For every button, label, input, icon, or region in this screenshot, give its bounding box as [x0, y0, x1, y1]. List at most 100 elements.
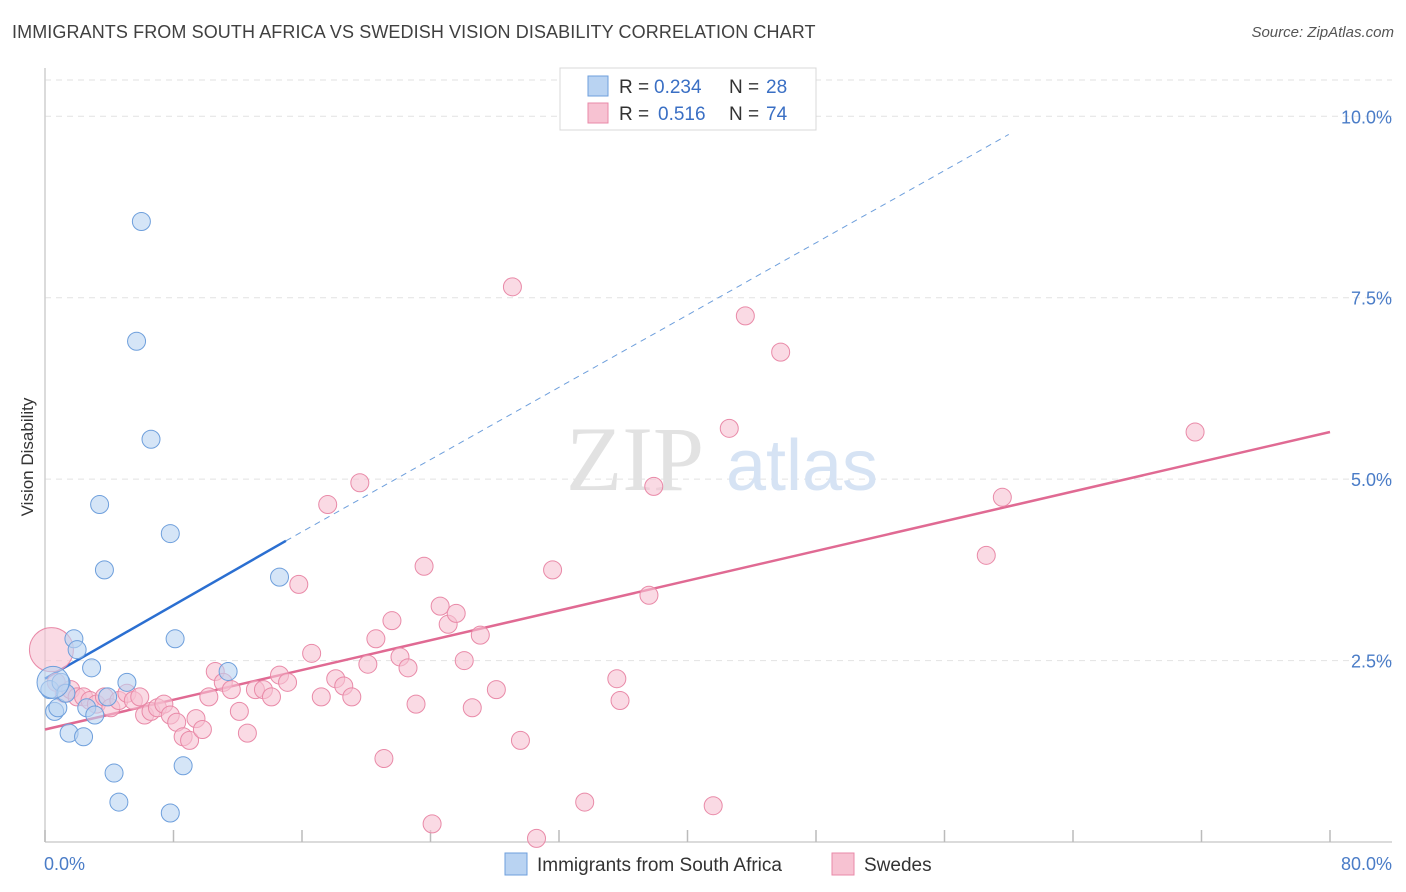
y-tick-label: 5.0% [1351, 470, 1392, 490]
point-swedes [199, 687, 219, 707]
legend-swatch-blue [587, 75, 609, 97]
point-swedes [610, 690, 630, 710]
legend-r-value-1: 0.234 [654, 77, 702, 98]
point-swedes [229, 701, 249, 721]
point-swedes [422, 814, 442, 834]
point-swedes [430, 596, 450, 616]
y-tick-label: 7.5% [1351, 289, 1392, 309]
y-tick-label: 10.0% [1341, 107, 1392, 127]
bottom-legend-swatch-blue [504, 852, 528, 876]
point-swedes [735, 306, 755, 326]
point-swedes [374, 749, 394, 769]
point-south-africa [160, 803, 180, 823]
y-tick-label: 2.5% [1351, 652, 1392, 672]
point-swedes [318, 495, 338, 515]
point-swedes [398, 658, 418, 678]
legend-swatch-pink [587, 102, 609, 124]
point-swedes [358, 654, 378, 674]
point-swedes [192, 720, 212, 740]
point-swedes [261, 687, 281, 707]
correlation-legend: R = 0.234 N = 28 R = 0.516 N = 74 [559, 67, 817, 131]
legend-n-value-2: 74 [766, 104, 788, 125]
legend-r-value-2: 0.516 [658, 104, 706, 125]
point-swedes [992, 487, 1012, 507]
point-swedes [644, 476, 664, 496]
point-south-africa [67, 640, 87, 660]
y-axis-title: Vision Disability [18, 397, 37, 516]
data-points [28, 212, 1205, 848]
trend-lines [44, 133, 1331, 731]
x-tick-label-min: 0.0% [44, 854, 85, 874]
trend-line-pink [44, 430, 1331, 731]
point-swedes [527, 828, 547, 848]
point-swedes [486, 680, 506, 700]
point-south-africa [98, 687, 118, 707]
point-swedes [342, 687, 362, 707]
point-swedes [446, 603, 466, 623]
watermark-atlas: atlas [726, 426, 878, 506]
point-south-africa [117, 672, 137, 692]
point-swedes [607, 669, 627, 689]
bottom-legend-label-blue: Immigrants from South Africa [537, 855, 782, 876]
watermark-zip: ZIP [566, 408, 704, 510]
point-south-africa [74, 727, 94, 747]
trend-line-blue [44, 539, 287, 680]
point-swedes [382, 611, 402, 631]
point-south-africa [165, 629, 185, 649]
source-label: Source: ZipAtlas.com [1251, 24, 1394, 41]
point-south-africa [36, 665, 70, 699]
point-swedes [454, 651, 474, 671]
point-south-africa [90, 495, 110, 515]
point-swedes [311, 687, 331, 707]
point-south-africa [270, 567, 290, 587]
point-swedes [543, 560, 563, 580]
legend-r-label-1: R = [619, 77, 649, 98]
point-swedes [289, 574, 309, 594]
chart-title: IMMIGRANTS FROM SOUTH AFRICA VS SWEDISH … [12, 22, 816, 42]
legend-r-label-2: R = [619, 104, 649, 125]
point-swedes [180, 730, 200, 750]
point-swedes [366, 629, 386, 649]
point-swedes [414, 556, 434, 576]
legend-n-label-1: N = [729, 77, 759, 98]
point-swedes [470, 625, 490, 645]
point-swedes [350, 473, 370, 493]
bottom-legend-swatch-pink [831, 852, 855, 876]
point-south-africa [218, 661, 238, 681]
watermark: ZIP atlas [566, 408, 878, 510]
legend-n-label-2: N = [729, 104, 759, 125]
point-swedes [462, 698, 482, 718]
point-south-africa [109, 792, 129, 812]
legend-n-value-1: 28 [766, 77, 787, 98]
point-swedes [221, 680, 241, 700]
point-south-africa [131, 212, 151, 232]
point-swedes [575, 792, 595, 812]
point-swedes [502, 277, 522, 297]
bottom-legend-label-pink: Swedes [864, 855, 932, 876]
point-south-africa [104, 763, 124, 783]
point-south-africa [127, 331, 147, 351]
point-swedes [406, 694, 426, 714]
point-swedes [1185, 422, 1205, 442]
tick-labels: 2.5% 5.0% 7.5% 10.0% 0.0% 80.0% [44, 107, 1392, 874]
point-swedes [976, 545, 996, 565]
axes [44, 68, 1392, 843]
point-south-africa [173, 756, 193, 776]
point-south-africa [82, 658, 102, 678]
point-swedes [237, 723, 257, 743]
point-south-africa [160, 524, 180, 544]
point-swedes [639, 585, 659, 605]
point-swedes [278, 672, 298, 692]
point-south-africa [94, 560, 114, 580]
x-tick-label-max: 80.0% [1341, 854, 1392, 874]
point-swedes [771, 342, 791, 362]
point-swedes [302, 643, 322, 663]
point-south-africa [85, 705, 105, 725]
point-south-africa [141, 429, 161, 449]
point-south-africa [48, 698, 68, 718]
point-swedes [703, 796, 723, 816]
point-swedes [130, 687, 150, 707]
point-swedes [510, 730, 530, 750]
point-swedes [719, 418, 739, 438]
